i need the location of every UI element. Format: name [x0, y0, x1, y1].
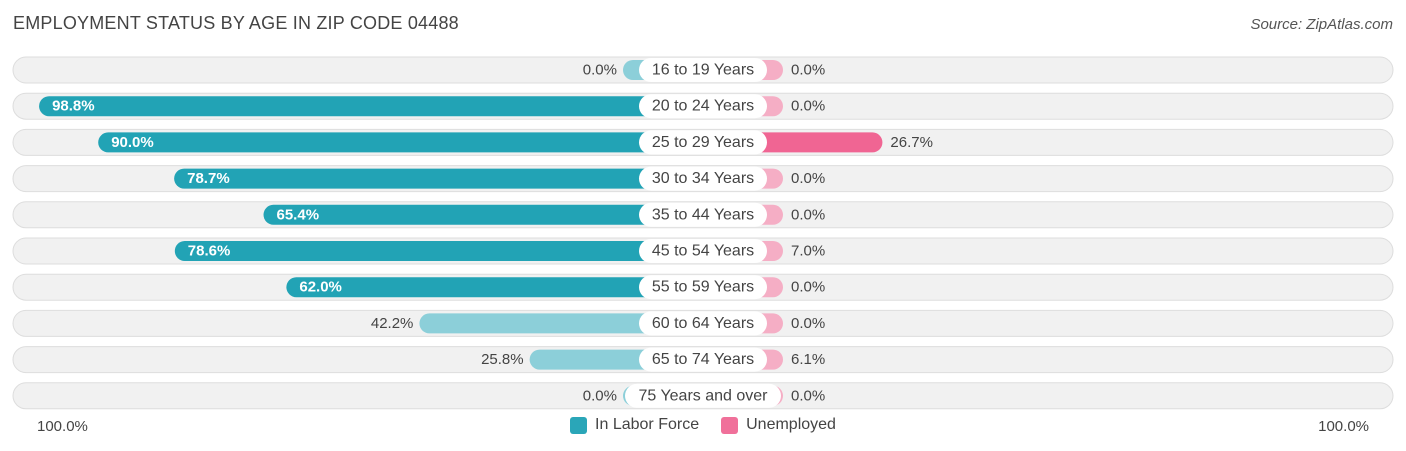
bar-labor-force — [286, 277, 703, 298]
bar-labor-force — [174, 168, 704, 189]
value-label-labor-force: 65.4% — [277, 206, 320, 223]
legend: In Labor Force Unemployed — [0, 416, 1406, 434]
category-label-background — [639, 311, 767, 336]
value-label-unemployed: 0.0% — [791, 98, 825, 115]
category-label-background — [625, 383, 781, 408]
category-label-background — [639, 94, 767, 119]
value-label-unemployed: 0.0% — [791, 387, 825, 404]
legend-swatch-unemployed — [721, 416, 739, 434]
chart-area: 0.0% 0.0% 16 to 19 Years 98.8% 0.0% 20 to 24 … — [12, 56, 1394, 410]
value-label-unemployed: 0.0% — [791, 315, 825, 332]
category-label: 55 to 59 Years — [652, 279, 754, 296]
value-label-unemployed: 7.0% — [791, 243, 825, 260]
category-label: 16 to 19 Years — [652, 62, 754, 79]
category-label: 20 to 24 Years — [652, 98, 754, 115]
category-label-background — [639, 239, 767, 263]
category-label: 35 to 44 Years — [652, 206, 754, 223]
value-label-unemployed: 0.0% — [791, 279, 825, 296]
category-label: 65 to 74 Years — [652, 351, 754, 368]
category-label-background — [639, 275, 767, 300]
category-label: 45 to 54 Years — [652, 243, 754, 260]
category-label-background — [639, 58, 767, 82]
value-label-labor-force: 78.7% — [187, 170, 230, 187]
legend-item-unemployed: Unemployed — [721, 416, 836, 434]
value-label-unemployed: 0.0% — [791, 206, 825, 223]
value-label-labor-force: 62.0% — [299, 279, 342, 296]
bar-labor-force — [98, 132, 703, 153]
category-label: 75 Years and over — [639, 387, 769, 404]
value-label-labor-force: 78.6% — [188, 243, 231, 260]
legend-label-labor: In Labor Force — [595, 416, 700, 433]
source-label: Source: ZipAtlas.com — [1250, 16, 1393, 33]
value-label-unemployed: 6.1% — [791, 351, 825, 368]
value-label-labor-force: 42.2% — [371, 315, 414, 332]
value-label-labor-force: 25.8% — [481, 351, 524, 368]
legend-item-labor: In Labor Force — [570, 416, 699, 434]
category-label: 60 to 64 Years — [652, 315, 754, 332]
category-label-background — [639, 202, 767, 227]
category-label: 25 to 29 Years — [652, 134, 754, 151]
bar-labor-force — [419, 313, 703, 334]
category-label-background — [639, 166, 767, 191]
axis-left-label: 100.0% — [37, 418, 88, 435]
category-label-background — [639, 347, 767, 372]
value-label-unemployed: 0.0% — [791, 62, 825, 79]
value-label-labor-force: 0.0% — [583, 387, 617, 404]
legend-label-unemployed: Unemployed — [746, 416, 836, 433]
axis-right-label: 100.0% — [1318, 418, 1369, 435]
value-label-labor-force: 90.0% — [111, 134, 154, 151]
value-label-labor-force: 0.0% — [583, 62, 617, 79]
category-label: 30 to 34 Years — [652, 170, 754, 187]
bar-labor-force — [39, 96, 703, 117]
bar-labor-force — [174, 241, 704, 261]
value-label-labor-force: 98.8% — [52, 98, 95, 115]
value-label-unemployed: 26.7% — [890, 134, 933, 151]
value-label-unemployed: 0.0% — [791, 170, 825, 187]
category-label-background — [639, 130, 767, 155]
bar-labor-force — [263, 204, 703, 225]
chart-title: EMPLOYMENT STATUS BY AGE IN ZIP CODE 044… — [13, 13, 459, 33]
legend-swatch-labor — [570, 416, 588, 434]
